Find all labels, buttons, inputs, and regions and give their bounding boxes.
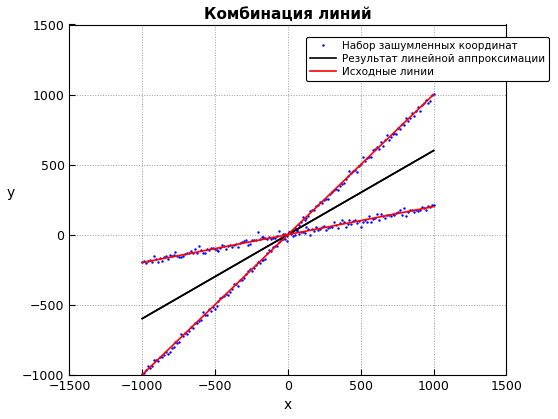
Исходные линии — [430, 92, 437, 97]
Line: Набор зашумленных координат: Набор зашумленных координат — [141, 93, 435, 375]
Набор зашумленных координат — [254, 259, 261, 264]
Набор зашумленных координат — [430, 91, 437, 96]
Набор зашумленных координат — [291, 225, 298, 230]
Y-axis label: y: y — [7, 186, 15, 199]
Набор зашумленных координат — [139, 371, 146, 376]
Результат линейной аппроксимации — [139, 316, 146, 321]
X-axis label: x: x — [284, 398, 292, 412]
Line: Результат линейной аппроксимации: Результат линейной аппроксимации — [142, 150, 434, 318]
Набор зашумленных координат — [303, 216, 310, 221]
Line: Исходные линии: Исходные линии — [142, 95, 434, 375]
Набор зашумленных координат — [235, 284, 242, 289]
Исходные линии — [139, 372, 146, 377]
Legend: Набор зашумленных координат, Результат линейной аппроксимации, Исходные линии: Набор зашумленных координат, Результат л… — [306, 37, 549, 81]
Результат линейной аппроксимации — [430, 148, 437, 153]
Набор зашумленных координат — [340, 180, 347, 185]
Набор зашумленных координат — [379, 144, 386, 149]
Title: Комбинация линий: Комбинация линий — [204, 7, 372, 22]
